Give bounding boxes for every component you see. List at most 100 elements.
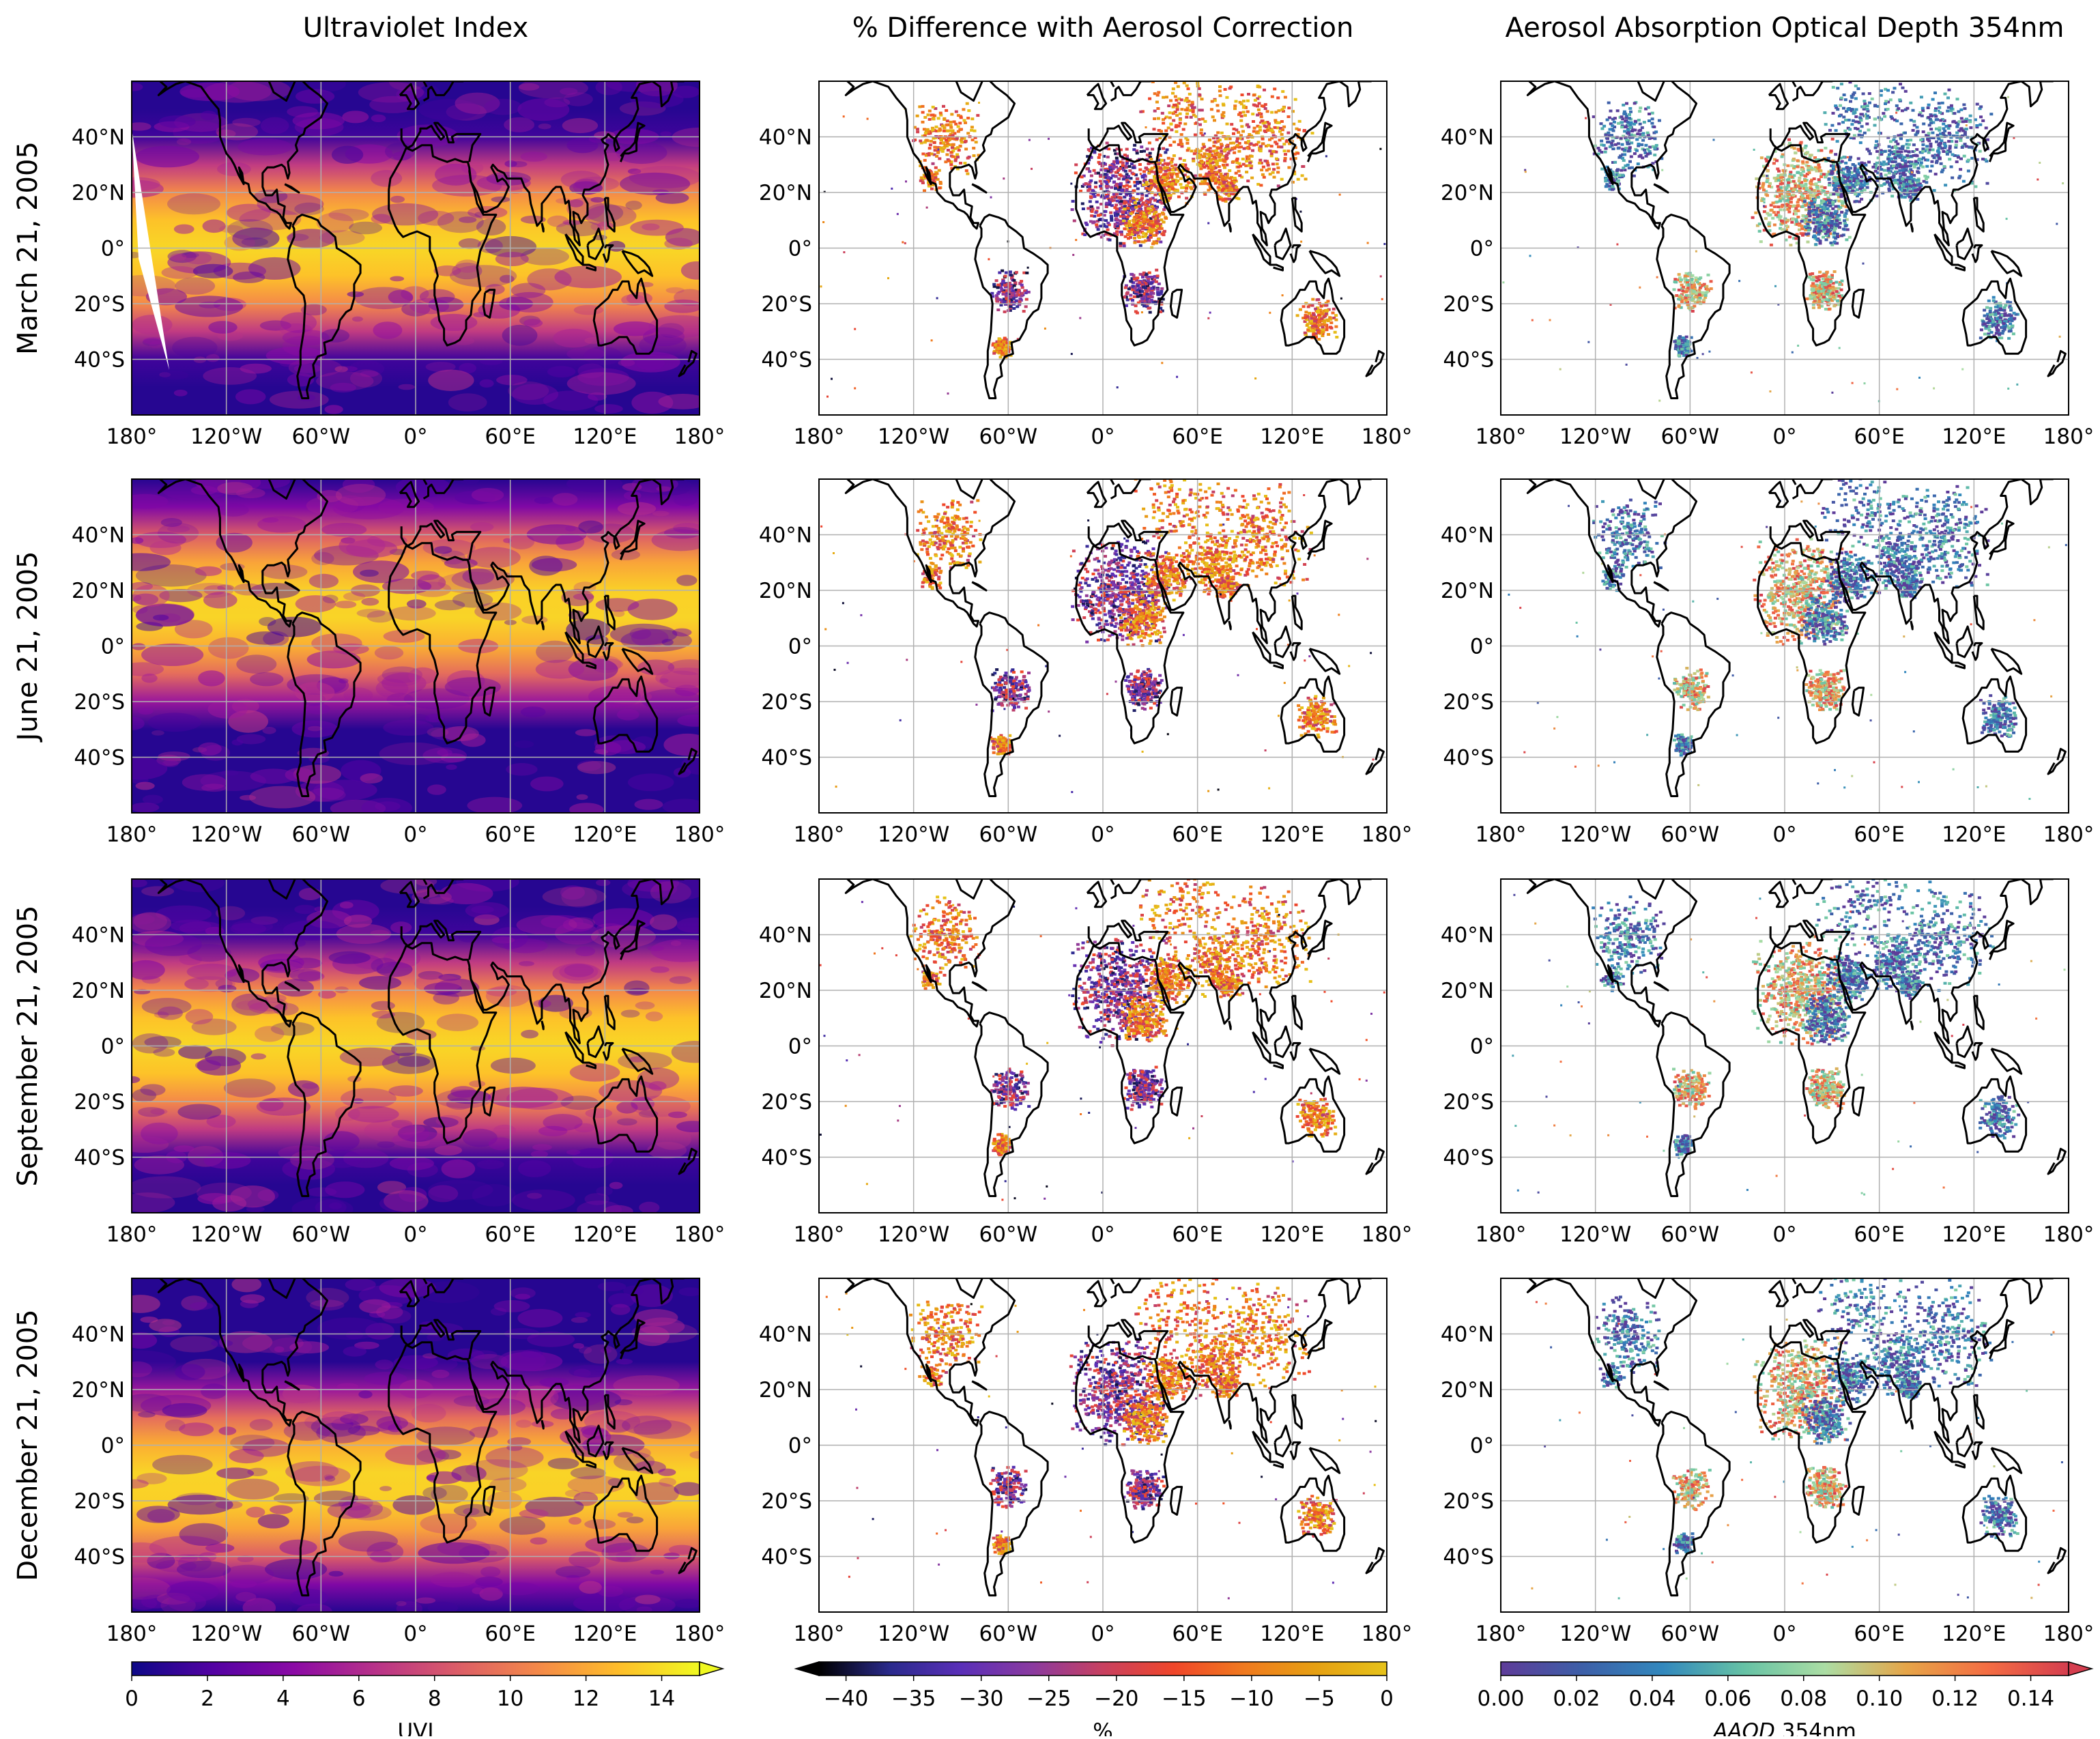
lat-tick-label: 20°S xyxy=(1443,1090,1494,1115)
lon-tick-label: 120°W xyxy=(190,1622,262,1646)
lat-tick-label: 20°S xyxy=(761,1489,812,1514)
lon-tick-label: 60°W xyxy=(979,822,1038,847)
lat-tick-label: 20°N xyxy=(759,979,812,1003)
lon-tick-label: 120°E xyxy=(1942,425,2006,449)
lon-tick-label: 60°W xyxy=(1661,1622,1720,1646)
row-label-4: December 21, 2005 xyxy=(12,1309,44,1581)
lon-tick-label: 120°E xyxy=(573,822,637,847)
colorbar-tick-label: 10 xyxy=(497,1686,523,1711)
lat-tick-label: 20°N xyxy=(759,1378,812,1403)
lon-tick-label: 120°W xyxy=(878,1622,949,1646)
colorbar-tick-label: 0.12 xyxy=(1931,1686,1979,1711)
lon-tick-label: 120°W xyxy=(878,425,949,449)
lat-tick-label: 20°S xyxy=(74,292,125,317)
lon-tick-label: 60°W xyxy=(292,1622,351,1646)
lon-tick-label: 180° xyxy=(674,822,725,847)
lon-tick-label: 180° xyxy=(1362,822,1413,847)
lon-tick-label: 180° xyxy=(106,1622,158,1646)
lat-tick-label: 40°N xyxy=(759,923,812,948)
lon-tick-label: 120°W xyxy=(1559,1622,1631,1646)
lon-tick-label: 0° xyxy=(1091,822,1114,847)
lat-tick-label: 40°N xyxy=(1441,923,1494,948)
lon-tick-label: 0° xyxy=(403,1222,427,1247)
lon-tick-label: 60°W xyxy=(979,1222,1038,1247)
lon-tick-label: 120°W xyxy=(190,822,262,847)
lat-tick-label: 0° xyxy=(788,635,812,659)
lon-tick-label: 60°E xyxy=(485,1622,536,1646)
lat-tick-label: 40°N xyxy=(72,523,125,548)
lon-tick-label: 120°W xyxy=(878,1222,949,1247)
lat-tick-label: 0° xyxy=(788,1035,812,1059)
lon-tick-label: 60°E xyxy=(1172,1222,1223,1247)
lon-tick-label: 60°W xyxy=(1661,425,1720,449)
lat-tick-label: 0° xyxy=(1470,1035,1494,1059)
lat-tick-label: 40°N xyxy=(72,923,125,948)
lon-tick-label: 60°W xyxy=(292,1222,351,1247)
lon-tick-label: 180° xyxy=(106,1222,158,1247)
colorbar-label: UVI xyxy=(397,1719,433,1736)
lat-tick-label: 40°S xyxy=(74,348,125,373)
lon-tick-label: 60°W xyxy=(292,425,351,449)
lat-tick-label: 40°N xyxy=(72,1323,125,1347)
colorbar-tick-label: 6 xyxy=(352,1686,366,1711)
lon-tick-label: 0° xyxy=(403,822,427,847)
lon-tick-label: 60°E xyxy=(1854,425,1905,449)
lon-tick-label: 180° xyxy=(1476,425,1527,449)
lon-tick-label: 0° xyxy=(1772,1622,1796,1646)
lat-tick-label: 20°S xyxy=(1443,690,1494,715)
lon-tick-label: 120°W xyxy=(190,1222,262,1247)
lat-tick-label: 40°S xyxy=(761,1146,812,1170)
lon-tick-label: 0° xyxy=(1091,425,1114,449)
lat-tick-label: 20°S xyxy=(761,1090,812,1115)
lon-tick-label: 120°E xyxy=(573,425,637,449)
lat-tick-label: 20°N xyxy=(72,579,125,603)
colorbar-extend-arrow xyxy=(796,1662,819,1676)
colorbar-tick-label: −5 xyxy=(1304,1686,1335,1711)
lon-tick-label: 60°E xyxy=(1854,822,1905,847)
lon-tick-label: 60°E xyxy=(1172,1622,1223,1646)
lat-tick-label: 20°S xyxy=(74,1090,125,1115)
lon-tick-label: 0° xyxy=(1772,1222,1796,1247)
colorbar-tick-label: −30 xyxy=(959,1686,1003,1711)
colorbar-tick-label: −20 xyxy=(1094,1686,1138,1711)
lon-tick-label: 180° xyxy=(674,1622,725,1646)
lat-tick-label: 0° xyxy=(101,1035,125,1059)
lon-tick-label: 120°E xyxy=(573,1222,637,1247)
lat-tick-label: 20°N xyxy=(1441,579,1494,603)
lat-tick-label: 20°N xyxy=(1441,181,1494,205)
lat-tick-label: 0° xyxy=(101,635,125,659)
lon-tick-label: 180° xyxy=(794,425,845,449)
lat-tick-label: 40°S xyxy=(74,746,125,771)
lon-tick-label: 60°W xyxy=(979,1622,1038,1646)
lat-tick-label: 40°S xyxy=(74,1545,125,1570)
lon-tick-label: 0° xyxy=(403,1622,427,1646)
colorbar-tick-label: −25 xyxy=(1026,1686,1071,1711)
lat-tick-label: 40°N xyxy=(759,1323,812,1347)
colorbar-tick-label: −10 xyxy=(1229,1686,1274,1711)
lon-tick-label: 60°W xyxy=(1661,1222,1720,1247)
lon-tick-label: 120°W xyxy=(878,822,949,847)
lat-tick-label: 40°N xyxy=(72,126,125,150)
lat-tick-label: 20°N xyxy=(72,181,125,205)
lon-tick-label: 60°E xyxy=(1172,822,1223,847)
lon-tick-label: 120°E xyxy=(573,1622,637,1646)
lon-tick-label: 180° xyxy=(2043,1622,2095,1646)
colorbar-tick-label: 0 xyxy=(125,1686,139,1711)
lon-tick-label: 60°E xyxy=(1172,425,1223,449)
lat-tick-label: 40°S xyxy=(1443,746,1494,771)
colorbar-extend-arrow xyxy=(700,1662,723,1676)
colorbar-tick-label: 0.02 xyxy=(1553,1686,1600,1711)
lat-tick-label: 20°N xyxy=(72,979,125,1003)
colorbar-tick-label: 4 xyxy=(276,1686,290,1711)
lon-tick-label: 120°E xyxy=(1942,1222,2006,1247)
lat-tick-label: 40°N xyxy=(1441,126,1494,150)
